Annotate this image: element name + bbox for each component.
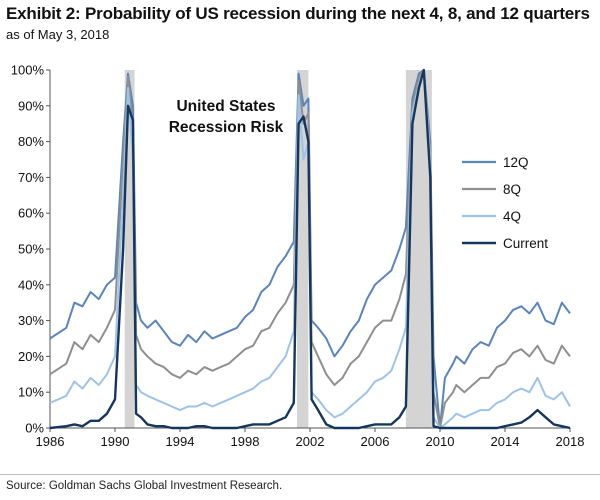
annotation-line-1: United States	[176, 98, 275, 115]
y-tick-label: 90%	[18, 98, 44, 113]
series-line-current	[49, 68, 571, 430]
y-tick-label: 70%	[18, 170, 44, 185]
x-tick-label: 2002	[296, 434, 325, 449]
x-tick-label: 2010	[426, 434, 455, 449]
x-tick-label: 1990	[101, 434, 130, 449]
recession-probability-chart: 0% 10% 20% 30% 40% 50% 60% 70% 80% 90% 100% 1986 199…	[11, 63, 585, 450]
legend-label-12q: 12Q	[503, 155, 529, 170]
recession-band-2	[297, 70, 309, 428]
x-tick-label: 1994	[166, 434, 195, 449]
source-note: Source: Goldman Sachs Global Investment …	[6, 480, 283, 492]
legend-label-8q: 8Q	[503, 182, 521, 197]
chart-annotation: United States Recession Risk	[169, 98, 284, 136]
y-tick-label: 30%	[18, 313, 44, 328]
chart-title: Exhibit 2: Probability of US recession d…	[6, 4, 590, 23]
y-tick-label: 0%	[25, 421, 44, 436]
legend-label-4q: 4Q	[503, 209, 521, 224]
legend-label-current: Current	[503, 236, 548, 251]
recession-band-1	[124, 70, 135, 428]
y-tick-label: 60%	[18, 206, 44, 221]
x-tick-label: 2006	[361, 434, 390, 449]
chart-subtitle: as of May 3, 2018	[6, 27, 110, 42]
x-tick-label: 2014	[491, 434, 520, 449]
legend: 12Q 8Q 4Q Current	[462, 155, 548, 251]
x-tick-label: 1998	[231, 434, 260, 449]
axes: 0% 10% 20% 30% 40% 50% 60% 70% 80% 90% 100% 1986 199…	[11, 63, 585, 450]
x-tick-label: 1986	[36, 434, 65, 449]
series-lines	[49, 68, 571, 430]
y-tick-label: 10%	[18, 385, 44, 400]
y-tick-label: 20%	[18, 349, 44, 364]
annotation-line-2: Recession Risk	[169, 119, 284, 136]
footer-divider	[0, 474, 600, 475]
y-tick-label: 40%	[18, 277, 44, 292]
x-tick-label: 2018	[556, 434, 585, 449]
y-tick-label: 100%	[11, 63, 45, 78]
y-tick-label: 50%	[18, 242, 44, 257]
y-tick-label: 80%	[18, 134, 44, 149]
